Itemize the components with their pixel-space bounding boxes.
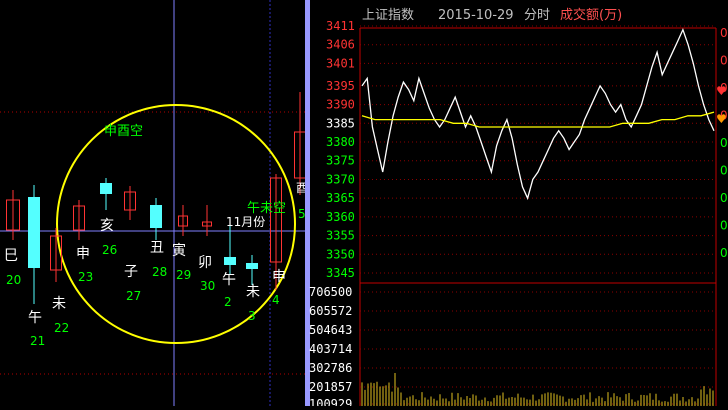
candle-body (178, 215, 188, 227)
right-tick-label: 0 (720, 246, 728, 260)
right-tick-label: 0 (720, 219, 728, 233)
price-tick-label: 3380 (326, 135, 355, 149)
chart-mode: 分时 (524, 8, 550, 23)
volume-tick-label: 100929 (309, 397, 352, 406)
price-tick-label: 3365 (326, 191, 355, 205)
branch-label: 未 (52, 296, 66, 312)
price-tick-label: 3401 (326, 56, 355, 70)
branch-label: 申 (76, 246, 90, 262)
branch-label: 子 (124, 264, 138, 280)
volume-tick-label: 201857 (309, 380, 352, 394)
candle-body (28, 197, 40, 268)
day-label: 26 (102, 243, 117, 257)
price-tick-label: 3370 (326, 172, 355, 186)
volume-tick-label: 302786 (309, 361, 352, 375)
candle-body (270, 177, 282, 263)
candle-body (246, 263, 258, 269)
price-tick-label: 3355 (326, 229, 355, 243)
highlight-circle (56, 104, 296, 344)
chart-date: 2015-10-29 (438, 8, 514, 23)
average-line (361, 111, 715, 128)
annotation-month-label: 11月份 (226, 215, 265, 229)
branch-label: 丑 (150, 240, 164, 256)
day-label: 23 (78, 270, 93, 284)
chart-title: 上证指数 (362, 8, 414, 23)
heart-icon: ♥ (716, 112, 727, 126)
candle-body (50, 235, 62, 271)
day-label: 2 (224, 295, 232, 309)
day-label: 27 (126, 289, 141, 303)
candle-body (100, 183, 112, 194)
candle-body (6, 199, 20, 231)
price-tick-label: 3375 (326, 154, 355, 168)
annotation-circle-label: 申酉空 (104, 124, 143, 139)
branch-label: 未 (246, 284, 260, 300)
window-border-left (305, 0, 310, 406)
candle-body (224, 257, 236, 265)
candle-body (150, 205, 162, 228)
day-label: 4 (272, 293, 280, 307)
right-tick-label: 0 (720, 109, 728, 123)
day-label: 29 (176, 268, 191, 282)
branch-label: 申 (272, 269, 286, 285)
price-tick-label: 3350 (326, 247, 355, 261)
price-tick-label: 3385 (326, 116, 355, 130)
price-tick-label: 3395 (326, 79, 355, 93)
right-tick-label: 0 (720, 81, 728, 95)
right-tick-label: 0 (720, 136, 728, 150)
volume-tick-label: 605572 (309, 304, 352, 318)
right-tick-label: 0 (720, 54, 728, 68)
price-tick-label: 3411 (326, 19, 355, 33)
price-tick-label: 3390 (326, 98, 355, 112)
branch-label: 卯 (198, 255, 212, 271)
right-tick-label: 0 (720, 164, 728, 178)
day-label: 28 (152, 265, 167, 279)
candle-body (124, 191, 136, 211)
branch-label: 午 (222, 272, 236, 288)
branch-label: 巳 (4, 248, 18, 264)
chart-window (305, 0, 728, 406)
price-tick-label: 3360 (326, 210, 355, 224)
volume-tick-label: 403714 (309, 342, 352, 356)
price-line (361, 27, 715, 201)
branch-label: 亥 (100, 218, 114, 234)
day-label: 20 (6, 273, 21, 287)
right-tick-label: 0 (720, 191, 728, 205)
candle-body (202, 221, 212, 227)
chart-metric: 成交额(万) (560, 7, 622, 23)
volume-tick-label: 504643 (309, 323, 352, 337)
branch-label: 寅 (172, 242, 186, 259)
right-tick-label: 0 (720, 26, 728, 40)
day-label: 22 (54, 321, 69, 335)
day-label: 30 (200, 279, 215, 293)
annotation-right-label: 午未空 (247, 201, 286, 216)
day-label: 21 (30, 334, 45, 348)
day-label: 3 (248, 309, 256, 323)
candle-body (73, 205, 85, 231)
annotation-side-char2: 5 (298, 207, 306, 221)
volume-tick-label: 706500 (309, 285, 352, 299)
branch-label: 午 (28, 310, 42, 326)
heart-icon: ♥ (716, 84, 727, 98)
price-tick-label: 3345 (326, 266, 355, 280)
price-tick-label: 3406 (326, 38, 355, 52)
